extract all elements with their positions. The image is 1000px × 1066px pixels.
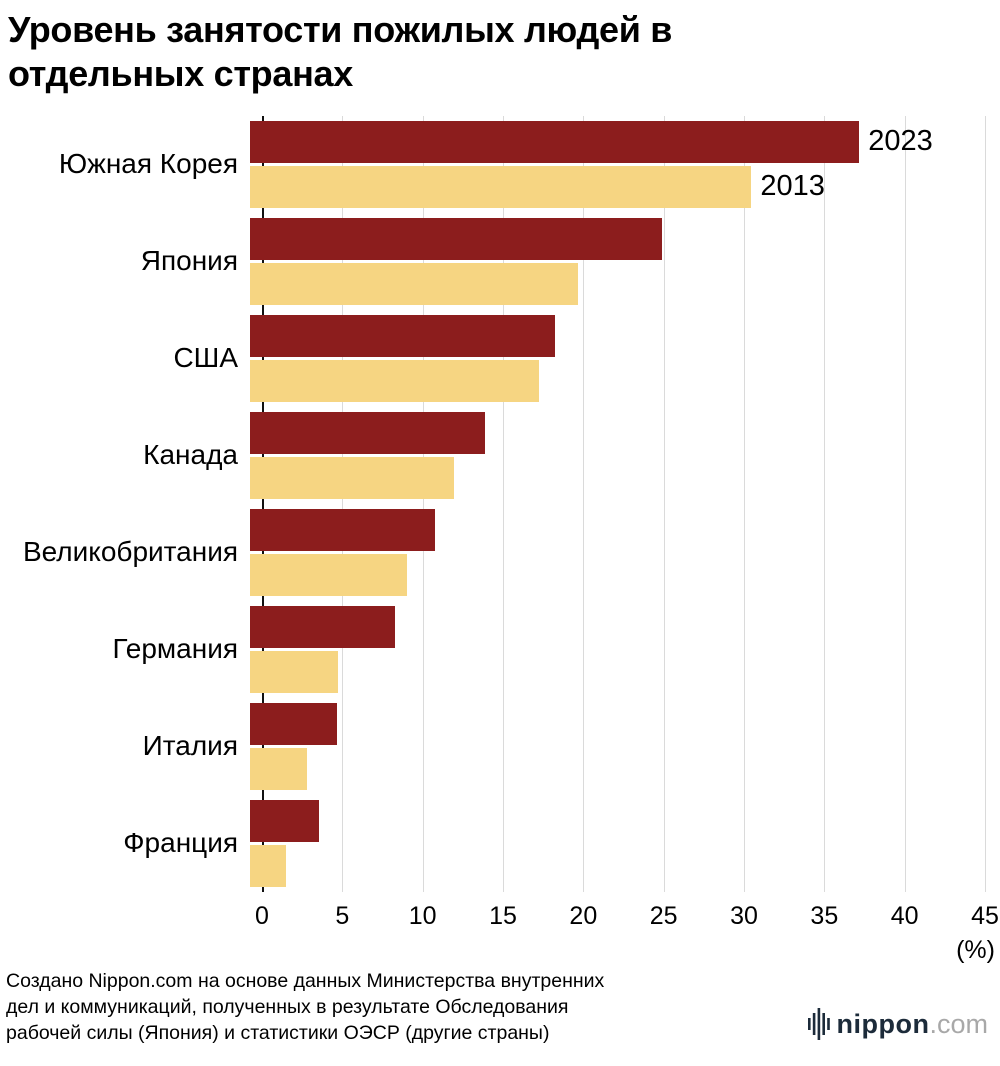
chart-row: Франция bbox=[0, 795, 985, 892]
y-axis-line bbox=[262, 115, 264, 892]
bar-2013 bbox=[250, 165, 752, 208]
bar-line bbox=[250, 262, 985, 305]
bar-line bbox=[250, 508, 985, 551]
bar-group bbox=[250, 411, 985, 499]
chart-row: Япония bbox=[0, 213, 985, 310]
category-label: Канада bbox=[143, 439, 238, 471]
category-label: Южная Корея bbox=[58, 148, 238, 180]
x-tick-label: 35 bbox=[810, 901, 839, 930]
x-tick-label: 40 bbox=[890, 901, 919, 930]
bar-2023 bbox=[250, 314, 556, 357]
bar-line bbox=[250, 747, 985, 790]
bar-line bbox=[250, 605, 985, 648]
gridline bbox=[422, 115, 424, 892]
gridline bbox=[985, 115, 986, 892]
bar-line: 2013 bbox=[250, 165, 985, 208]
nippon-logo: nippon .com bbox=[807, 1008, 988, 1046]
bar-2023 bbox=[250, 799, 319, 842]
logo-suffix-text: .com bbox=[929, 1008, 988, 1039]
category-label: Италия bbox=[142, 730, 238, 762]
bar-group bbox=[250, 799, 985, 887]
chart-row: США bbox=[0, 310, 985, 407]
gridline bbox=[503, 115, 504, 892]
bar-line bbox=[250, 702, 985, 745]
bar-line: 2023 bbox=[250, 120, 985, 163]
chart-row: Канада bbox=[0, 407, 985, 504]
x-tick-label: 5 bbox=[335, 901, 350, 930]
category-label: Франция bbox=[123, 827, 238, 859]
bar-2023 bbox=[250, 702, 337, 745]
legend-label-2013: 2013 bbox=[760, 170, 825, 203]
bar-line bbox=[250, 553, 985, 596]
plot-area: Южная Корея 2023 2013 Япония США Канада Велико… bbox=[0, 115, 986, 892]
footer: Создано Nippon.com на основе данных Мини… bbox=[0, 966, 1000, 1046]
bar-group: 2023 2013 bbox=[250, 120, 985, 208]
bar-2013 bbox=[250, 359, 540, 402]
bar-group bbox=[250, 702, 985, 790]
bar-2013 bbox=[250, 747, 308, 790]
bar-2013 bbox=[250, 456, 455, 499]
bar-line bbox=[250, 799, 985, 842]
bar-2013 bbox=[250, 844, 286, 887]
page-title: Уровень занятости пожилых людей в отдель… bbox=[8, 9, 673, 94]
gridline bbox=[663, 115, 665, 892]
bar-line bbox=[250, 217, 985, 260]
gridline bbox=[824, 115, 826, 892]
x-tick-label: 10 bbox=[408, 901, 437, 930]
bar-line bbox=[250, 359, 985, 402]
bar-group bbox=[250, 217, 985, 305]
chart-row: Великобритания bbox=[0, 504, 985, 601]
nippon-logo-text: nippon .com bbox=[837, 1009, 988, 1040]
x-tick-label: 20 bbox=[569, 901, 598, 930]
category-label: США bbox=[173, 342, 238, 374]
bar-group bbox=[250, 508, 985, 596]
category-label: Великобритания bbox=[22, 536, 238, 568]
bar-line bbox=[250, 411, 985, 454]
bar-2013 bbox=[250, 553, 407, 596]
gridline bbox=[904, 115, 906, 892]
x-axis: (%) 0 5 10 15 20 25 30 35 40 45 bbox=[255, 892, 999, 966]
logo-brand-text: nippon bbox=[836, 1008, 930, 1039]
bar-2013 bbox=[250, 650, 339, 693]
bar-line bbox=[250, 314, 985, 357]
gridline bbox=[744, 115, 745, 892]
bar-2013 bbox=[250, 262, 579, 305]
chart-rows: Южная Корея 2023 2013 Япония США Канада Велико… bbox=[0, 116, 985, 892]
source-note: Создано Nippon.com на основе данных Мини… bbox=[6, 969, 605, 1045]
chart-row: Германия bbox=[0, 601, 985, 698]
x-tick-label: 45 bbox=[971, 901, 999, 930]
bar-line bbox=[250, 650, 985, 693]
gridline bbox=[342, 115, 344, 892]
bar-2023 bbox=[250, 217, 662, 260]
x-tick-label: 30 bbox=[730, 901, 758, 930]
grid-layer bbox=[262, 115, 986, 892]
bar-line bbox=[250, 456, 985, 499]
category-label: Япония bbox=[140, 245, 238, 277]
x-tick-label: 15 bbox=[489, 901, 517, 930]
bar-2023 bbox=[250, 605, 396, 648]
bar-2023 bbox=[250, 508, 435, 551]
x-tick-label: 0 bbox=[255, 901, 269, 930]
legend-label-2023: 2023 bbox=[868, 125, 933, 158]
nippon-logo-bars-icon bbox=[807, 1008, 830, 1041]
chart-row: Южная Корея 2023 2013 bbox=[0, 116, 985, 213]
x-tick-label: 25 bbox=[649, 901, 678, 930]
bar-chart: Южная Корея 2023 2013 Япония США Канада Велико… bbox=[0, 115, 999, 966]
chart-row: Италия bbox=[0, 698, 985, 795]
bar-group bbox=[250, 605, 985, 693]
bar-line bbox=[250, 844, 985, 887]
gridline bbox=[583, 115, 585, 892]
bar-2023 bbox=[250, 120, 860, 163]
category-label: Германия bbox=[112, 633, 238, 665]
bar-group bbox=[250, 314, 985, 402]
x-axis-unit-label: (%) bbox=[956, 935, 995, 964]
bar-2023 bbox=[250, 411, 486, 454]
